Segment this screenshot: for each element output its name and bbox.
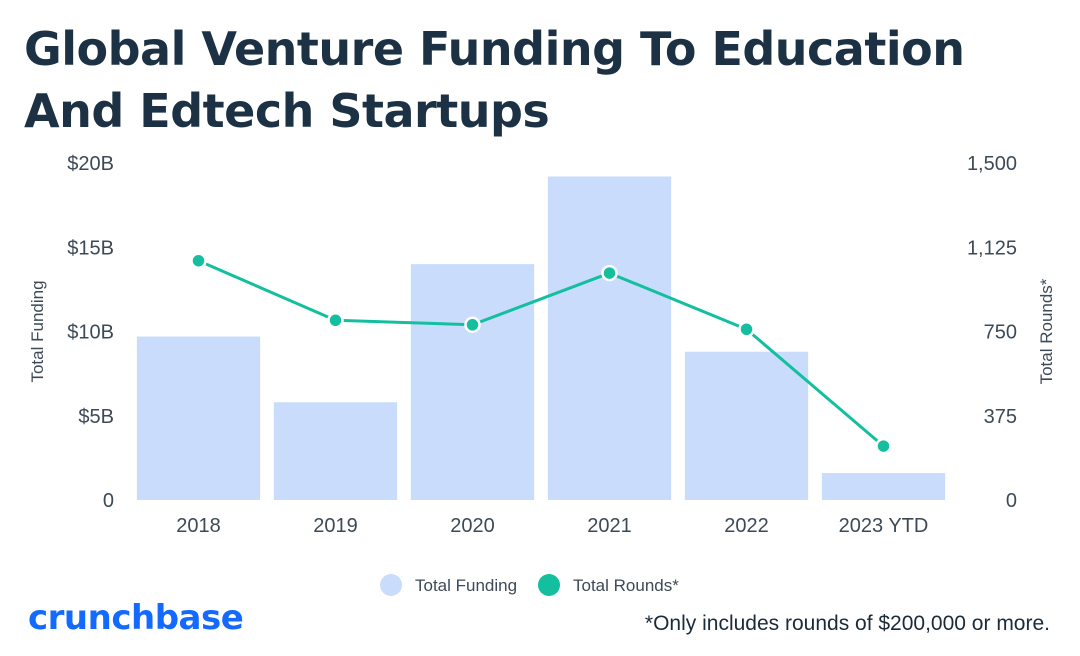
rounds-point-2022: [738, 321, 755, 338]
y2-tick-label: 375: [984, 406, 1017, 428]
crunchbase-logo: crunchbase: [28, 598, 244, 638]
legend-funding-swatch: [380, 574, 402, 596]
bar-2022: [684, 351, 809, 500]
x-tick-label: 2019: [313, 515, 358, 537]
y-tick-label: 0: [103, 490, 114, 512]
bar-2018: [136, 336, 261, 500]
y-tick-label: $15B: [67, 237, 114, 259]
x-tick-label: 2023 YTD: [839, 515, 929, 537]
footnote: *Only includes rounds of $200,000 or mor…: [644, 612, 1050, 635]
x-tick-label: 2021: [587, 515, 632, 537]
y2-axis-title: Total Rounds*: [1037, 278, 1056, 384]
x-tick-label: 2020: [450, 515, 495, 537]
bar-2019: [273, 402, 398, 500]
legend-funding-label: Total Funding: [415, 576, 517, 595]
x-tick-label: 2018: [176, 515, 221, 537]
rounds-point-2021: [601, 264, 618, 282]
bar-2023-ytd: [821, 473, 946, 500]
bar-2020: [410, 264, 535, 500]
rounds-point-2018: [190, 252, 207, 269]
rounds-line: [197, 259, 885, 448]
y-tick-label: $20B: [67, 153, 114, 175]
y-axis-title: Total Funding: [28, 280, 47, 382]
chart-title: Global Venture Funding To Education And …: [24, 22, 965, 138]
bar-2021: [547, 176, 672, 501]
y2-tick-label: 1,500: [967, 153, 1017, 175]
legend-rounds-label: Total Rounds*: [573, 576, 679, 595]
y-tick-label: $5B: [78, 406, 114, 428]
y2-tick-label: 0: [1006, 490, 1017, 512]
legend-rounds-swatch: [538, 574, 560, 596]
rounds-point-2020: [464, 316, 481, 334]
y2-tick-label: 750: [984, 322, 1017, 344]
y2-tick-label: 1,125: [967, 237, 1017, 259]
rounds-point-2019: [327, 312, 344, 329]
y-tick-label: $10B: [67, 322, 114, 344]
x-tick-label: 2022: [724, 515, 769, 537]
rounds-point-2023-ytd: [875, 437, 892, 455]
